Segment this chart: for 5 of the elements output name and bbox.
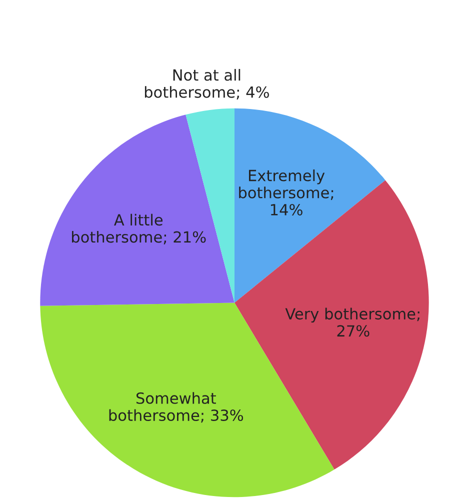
slice-label: Very bothersome; 27% xyxy=(285,308,420,337)
slice-label: A little bothersome; 21% xyxy=(72,214,206,244)
slice-label: Extremely bothersome; 14% xyxy=(239,169,334,216)
slice-label: Somewhat bothersome; 33% xyxy=(109,392,244,423)
slice-label: Not at all bothersome; 4% xyxy=(144,68,269,100)
